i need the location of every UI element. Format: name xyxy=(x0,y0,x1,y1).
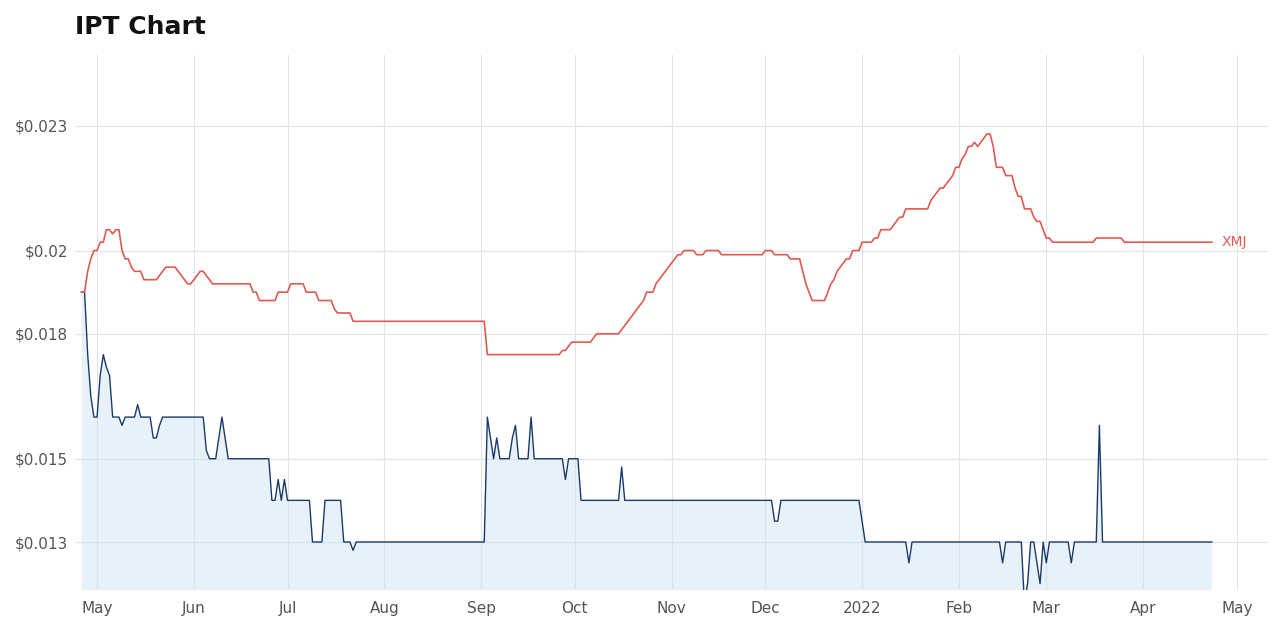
Text: XMJ: XMJ xyxy=(1221,235,1247,249)
Text: IPT Chart: IPT Chart xyxy=(76,15,207,39)
